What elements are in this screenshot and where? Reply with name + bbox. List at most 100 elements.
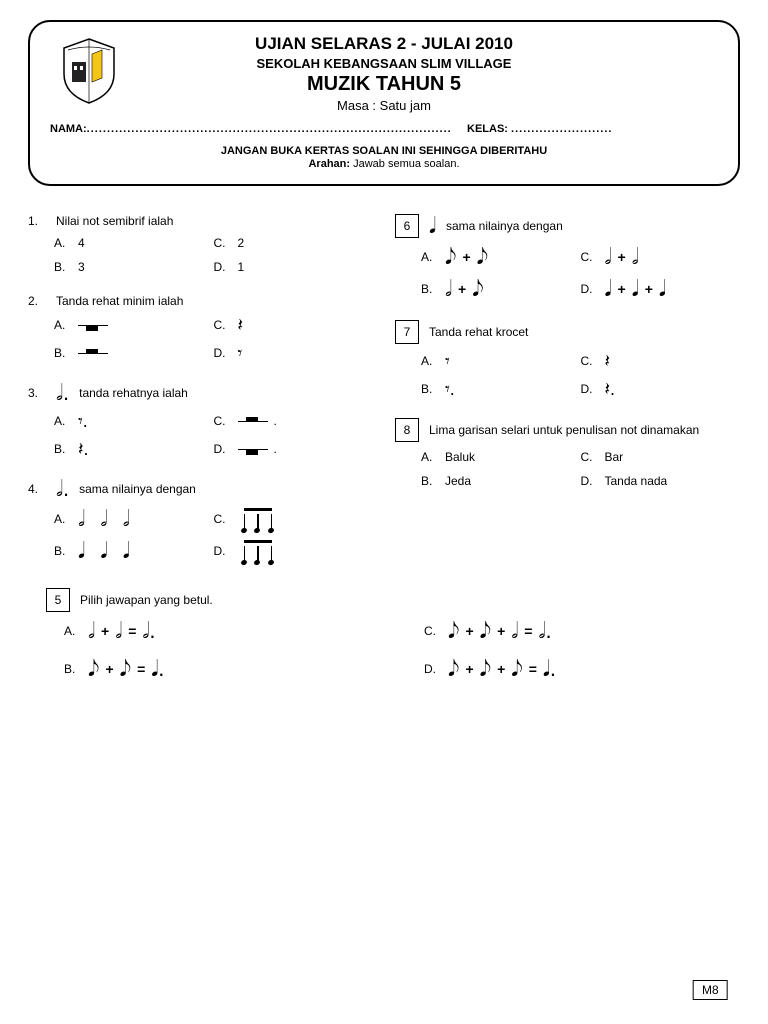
q5-opt-b[interactable]: B. 𝅘𝅥𝅮+ 𝅘𝅥𝅮= 𝅘𝅥. — [64, 658, 380, 680]
questions-area: 1. Nilai not semibrif ialah A.4 C.2 B.3 … — [28, 214, 740, 582]
instruction-1: JANGAN BUKA KERTAS SOALAN INI SEHINGGA D… — [50, 145, 718, 157]
beamed-eighth-notes-icon — [238, 508, 279, 530]
q4-opt-a[interactable]: A. 𝅗𝅥 𝅗𝅥 𝅗𝅥 — [54, 508, 214, 530]
q6-text: sama nilainya dengan — [446, 219, 563, 233]
half-note-icon: 𝅗𝅥 — [605, 246, 612, 268]
quarter-note-icon: 𝅘𝅥 — [429, 215, 436, 237]
dotted-eighth-rest-icon: 𝄾. — [445, 380, 455, 398]
duration: Masa : Satu jam — [50, 98, 718, 113]
dotted-half-note-icon: 𝅗𝅥. — [538, 620, 551, 642]
q8-opt-d[interactable]: D.Tanda nada — [581, 474, 741, 488]
q8-opt-a[interactable]: A.Baluk — [421, 450, 581, 464]
eighth-note-icon: 𝅘𝅥𝅮 — [477, 246, 488, 268]
dotted-quarter-rest-icon: 𝄽. — [78, 440, 89, 458]
q2-opt-b[interactable]: B. — [54, 344, 214, 362]
q4-opt-c[interactable]: C. — [214, 508, 374, 530]
q1-text: Nilai not semibrif ialah — [56, 214, 173, 228]
q3-opt-b[interactable]: B.𝄽. — [54, 440, 214, 458]
q8-number-box: 8 — [395, 418, 419, 442]
eighth-note-icon: 𝅘𝅥𝅮 — [445, 246, 456, 268]
quarter-note-icon: 𝅘𝅥 — [659, 278, 666, 300]
q8-opt-c[interactable]: C.Bar — [581, 450, 741, 464]
exam-header: UJIAN SELARAS 2 - JULAI 2010 SEKOLAH KEB… — [28, 20, 740, 186]
quarter-rest-icon: 𝄽 — [238, 316, 244, 334]
q6-number-box: 6 — [395, 214, 419, 238]
q7-opt-c[interactable]: C.𝄽 — [581, 352, 741, 370]
q6-opt-a[interactable]: A. 𝅘𝅥𝅮+𝅘𝅥𝅮 — [421, 246, 581, 268]
q3-opt-c[interactable]: C. . — [214, 412, 374, 430]
question-2: 2. Tanda rehat minim ialah A. C. 𝄽 B. D.… — [28, 294, 373, 362]
q1-number: 1. — [28, 214, 46, 228]
dotted-whole-rest-icon — [238, 449, 268, 450]
q7-number-box: 7 — [395, 320, 419, 344]
nama-dots[interactable]: ........................................… — [87, 123, 452, 135]
dotted-half-note-icon: 𝅗𝅥. — [142, 620, 155, 642]
eighth-note-icon: 𝅘𝅥𝅮 — [448, 620, 459, 642]
q5-opt-d[interactable]: D. 𝅘𝅥𝅮+ 𝅘𝅥𝅮+ 𝅘𝅥𝅮= 𝅘𝅥. — [424, 658, 740, 680]
quarter-rest-icon: 𝄽 — [605, 352, 611, 370]
half-note-icon: 𝅗𝅥 — [100, 508, 107, 530]
school-logo — [58, 36, 120, 106]
q4-opt-d[interactable]: D. — [214, 540, 374, 562]
eighth-note-icon: 𝅘𝅥𝅮 — [480, 620, 491, 642]
q1-opt-d[interactable]: D.1 — [214, 260, 374, 274]
right-column: 6 𝅘𝅥 sama nilainya dengan A. 𝅘𝅥𝅮+𝅘𝅥𝅮 C. … — [395, 214, 740, 582]
beamed-eighth-notes-icon — [238, 540, 279, 562]
q1-opt-c[interactable]: C.2 — [214, 236, 374, 250]
q4-opt-b[interactable]: B. 𝅘𝅥 𝅘𝅥 𝅘𝅥 — [54, 540, 214, 562]
half-note-icon: 𝅗𝅥 — [78, 508, 85, 530]
q7-text: Tanda rehat krocet — [429, 325, 528, 339]
q5-opt-a[interactable]: A. 𝅗𝅥+ 𝅗𝅥= 𝅗𝅥. — [64, 620, 380, 642]
eighth-note-icon: 𝅘𝅥𝅮 — [480, 658, 491, 680]
q6-opt-c[interactable]: C. 𝅗𝅥+𝅗𝅥 — [581, 246, 741, 268]
q4-text: sama nilainya dengan — [79, 482, 196, 496]
q7-opt-d[interactable]: D.𝄽. — [581, 380, 741, 398]
quarter-note-icon: 𝅘𝅥 — [78, 540, 85, 562]
question-1: 1. Nilai not semibrif ialah A.4 C.2 B.3 … — [28, 214, 373, 274]
question-8: 8 Lima garisan selari untuk penulisan no… — [395, 418, 740, 488]
question-5: 5 Pilih jawapan yang betul. A. 𝅗𝅥+ 𝅗𝅥= 𝅗… — [46, 588, 740, 680]
eighth-note-icon: 𝅘𝅥𝅮 — [472, 278, 483, 300]
half-note-icon: 𝅗𝅥 — [115, 620, 122, 642]
quarter-note-icon: 𝅘𝅥 — [123, 540, 130, 562]
q5-opt-c[interactable]: C. 𝅘𝅥𝅮+ 𝅘𝅥𝅮+ 𝅗𝅥= 𝅗𝅥. — [424, 620, 740, 642]
q2-opt-a[interactable]: A. — [54, 316, 214, 334]
q1-opt-b[interactable]: B.3 — [54, 260, 214, 274]
dotted-quarter-rest-icon: 𝄽. — [605, 380, 616, 398]
q3-opt-d[interactable]: D. . — [214, 440, 374, 458]
q8-opt-b[interactable]: B.Jeda — [421, 474, 581, 488]
dotted-half-note-icon: 𝅗𝅥. — [56, 478, 69, 500]
eighth-note-icon: 𝅘𝅥𝅮 — [448, 658, 459, 680]
school-name: SEKOLAH KEBANGSAAN SLIM VILLAGE — [50, 56, 718, 71]
eighth-note-icon: 𝅘𝅥𝅮 — [120, 658, 131, 680]
q6-opt-b[interactable]: B. 𝅗𝅥+𝅘𝅥𝅮 — [421, 278, 581, 300]
q2-opt-c[interactable]: C. 𝄽 — [214, 316, 374, 334]
kelas-dots[interactable]: ......................... — [511, 123, 612, 135]
question-6: 6 𝅘𝅥 sama nilainya dengan A. 𝅘𝅥𝅮+𝅘𝅥𝅮 C. … — [395, 214, 740, 300]
q6-opt-d[interactable]: D. 𝅘𝅥+𝅘𝅥+𝅘𝅥 — [581, 278, 741, 300]
dotted-eighth-rest-icon: 𝄾. — [78, 412, 88, 430]
subject-title: MUZIK TAHUN 5 — [50, 73, 718, 96]
page-marker: 8M — [693, 980, 728, 1000]
q7-opt-a[interactable]: A.𝄾 — [421, 352, 581, 370]
half-note-icon: 𝅗𝅥 — [88, 620, 95, 642]
kelas-label: KELAS: — [467, 123, 508, 135]
instruction-2: Arahan: Jawab semua soalan. — [50, 158, 718, 170]
q2-number: 2. — [28, 294, 46, 308]
question-7: 7 Tanda rehat krocet A.𝄾 C.𝄽 B.𝄾. D.𝄽. — [395, 320, 740, 398]
q3-text: tanda rehatnya ialah — [79, 386, 188, 400]
q3-opt-a[interactable]: A.𝄾. — [54, 412, 214, 430]
name-row: NAMA:...................................… — [50, 123, 718, 135]
q7-opt-b[interactable]: B.𝄾. — [421, 380, 581, 398]
question-4: 4. 𝅗𝅥. sama nilainya dengan A. 𝅗𝅥 𝅗𝅥 𝅗𝅥 … — [28, 478, 373, 562]
dotted-quarter-note-icon: 𝅘𝅥. — [151, 658, 164, 680]
q4-number: 4. — [28, 482, 46, 496]
half-rest-icon — [78, 353, 108, 354]
eighth-rest-icon: 𝄾 — [445, 352, 450, 370]
q1-opt-a[interactable]: A.4 — [54, 236, 214, 250]
half-note-icon: 𝅗𝅥 — [445, 278, 452, 300]
eighth-note-icon: 𝅘𝅥𝅮 — [511, 658, 522, 680]
dotted-half-rest-icon — [238, 421, 268, 422]
eighth-note-icon: 𝅘𝅥𝅮 — [88, 658, 99, 680]
q2-opt-d[interactable]: D. 𝄾 — [214, 344, 374, 362]
